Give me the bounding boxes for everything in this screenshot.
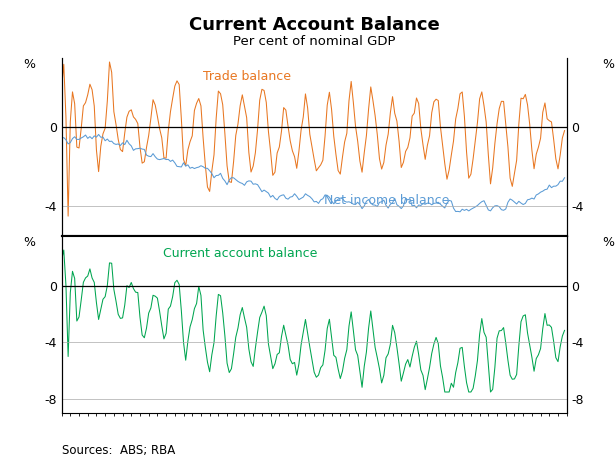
Text: Sources:  ABS; RBA: Sources: ABS; RBA <box>62 444 175 457</box>
Text: %: % <box>24 236 36 249</box>
Text: Per cent of nominal GDP: Per cent of nominal GDP <box>233 35 395 48</box>
Text: %: % <box>602 58 614 71</box>
Text: %: % <box>24 58 36 71</box>
Text: Trade balance: Trade balance <box>203 70 291 83</box>
Text: %: % <box>602 236 614 249</box>
Text: Net income balance: Net income balance <box>324 194 450 207</box>
Text: Current Account Balance: Current Account Balance <box>188 16 440 35</box>
Text: Current account balance: Current account balance <box>163 247 317 260</box>
